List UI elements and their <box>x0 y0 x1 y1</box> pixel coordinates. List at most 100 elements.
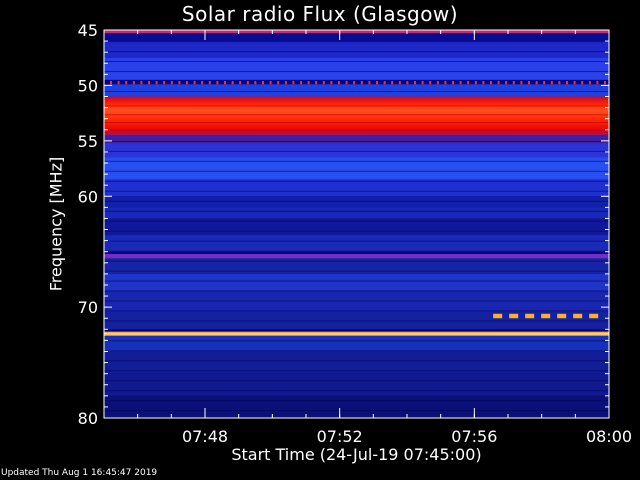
channel-line <box>104 320 609 322</box>
spectral-band <box>104 373 609 396</box>
feature-band <box>104 331 609 336</box>
spectral-band <box>104 30 609 34</box>
spectral-band <box>104 135 609 144</box>
channel-line <box>104 140 609 142</box>
dotted-line-mark <box>368 80 371 85</box>
dotted-line-mark <box>330 80 333 85</box>
burst-mark <box>525 313 535 319</box>
channel-line <box>104 270 609 272</box>
dotted-line-mark <box>193 80 196 85</box>
spectral-band <box>104 157 609 180</box>
channel-line <box>104 380 609 382</box>
dotted-line-mark <box>140 80 143 85</box>
y-tick-label: 60 <box>78 187 98 206</box>
channel-line <box>104 250 609 252</box>
channel-line <box>104 350 609 352</box>
channel-line <box>104 360 609 362</box>
dotted-line-mark <box>254 80 257 85</box>
spectral-band <box>104 179 609 197</box>
y-tick-label: 80 <box>78 409 98 428</box>
dotted-line-mark <box>284 80 287 85</box>
spectral-band <box>104 143 609 158</box>
channel-line <box>104 410 609 412</box>
channel-line <box>104 180 609 182</box>
dotted-line-mark <box>178 80 181 85</box>
dotted-line-mark <box>398 80 401 85</box>
channel-line <box>104 330 609 332</box>
dotted-line-mark <box>170 80 173 85</box>
channel-line <box>104 41 609 43</box>
spectral-band <box>104 41 609 58</box>
dotted-line-mark <box>292 80 295 85</box>
spectral-band <box>104 207 609 219</box>
burst-mark <box>509 313 519 319</box>
burst-mark <box>557 313 567 319</box>
channel-line <box>104 190 609 192</box>
dotted-line-mark <box>338 80 340 85</box>
dotted-line-mark <box>474 80 477 85</box>
channel-line <box>104 290 609 292</box>
dotted-line-mark <box>497 80 500 85</box>
dotted-line-mark <box>300 80 302 85</box>
dotted-line-mark <box>345 80 348 85</box>
dotted-line-mark <box>436 80 439 85</box>
channel-line <box>104 340 609 342</box>
channel-line <box>104 230 609 232</box>
dotted-line-mark <box>604 80 606 85</box>
y-tick-label: 45 <box>78 21 98 40</box>
dotted-line-mark <box>581 80 584 85</box>
dotted-line-mark <box>414 80 416 85</box>
x-tick-label: 07:52 <box>317 427 363 446</box>
plot-frame <box>103 29 610 419</box>
channel-line <box>104 370 609 372</box>
x-tick-label: 07:56 <box>451 427 497 446</box>
dotted-line-mark <box>353 80 356 85</box>
dotted-line-mark <box>231 80 234 85</box>
y-tick-label: 55 <box>78 132 98 151</box>
spectral-band <box>104 351 609 374</box>
dotted-line-mark <box>383 80 386 85</box>
spectral-band <box>104 235 609 252</box>
channel-line <box>104 80 609 82</box>
dotted-line-mark <box>490 80 492 85</box>
channel-line <box>104 260 609 262</box>
dotted-line-mark <box>315 80 318 85</box>
dotted-line-mark <box>277 80 280 85</box>
dotted-line-mark <box>588 80 591 85</box>
dotted-line-mark <box>125 80 128 85</box>
spectral-band <box>104 258 609 274</box>
dotted-line-mark <box>155 80 158 85</box>
dotted-line-mark <box>406 80 409 85</box>
dotted-line-mark <box>239 80 242 85</box>
channel-line <box>104 220 609 222</box>
channel-line <box>104 310 609 312</box>
x-tick-label: 07:48 <box>182 427 228 446</box>
x-tick-label: 08:00 <box>586 427 632 446</box>
dotted-line-mark <box>163 80 166 85</box>
dotted-line-mark <box>505 80 508 85</box>
spectral-band <box>104 290 609 313</box>
updated-footer: Updated Thu Aug 1 16:45:47 2019 <box>1 468 158 478</box>
spectral-band <box>104 196 609 208</box>
spectral-band <box>104 395 609 418</box>
y-tick-label: 70 <box>78 298 98 317</box>
channel-line <box>104 280 609 282</box>
dotted-line-mark <box>535 80 538 85</box>
channel-line <box>104 210 609 212</box>
dotted-line-mark <box>566 80 568 85</box>
dotted-line-mark <box>528 80 530 85</box>
channel-line <box>104 90 609 92</box>
feature-band <box>104 253 609 259</box>
band-texture <box>104 122 609 124</box>
dotted-line-mark <box>429 80 432 85</box>
spectral-band <box>104 33 609 42</box>
dotted-line-mark <box>444 80 447 85</box>
burst-mark <box>493 313 503 319</box>
dotted-line-mark <box>186 80 188 85</box>
channel-line <box>104 300 609 302</box>
spectral-band <box>104 84 609 97</box>
dotted-line-mark <box>596 80 599 85</box>
dotted-line-mark <box>322 80 325 85</box>
dotted-line-mark <box>262 80 264 85</box>
